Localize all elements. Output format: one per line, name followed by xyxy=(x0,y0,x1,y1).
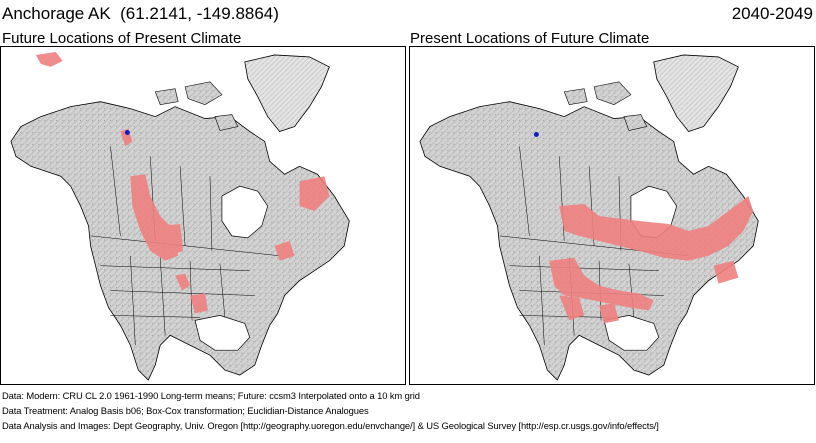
greenland xyxy=(244,54,330,132)
gulf-of-mexico xyxy=(194,315,251,351)
hudson-bay xyxy=(221,185,269,239)
north-america-landmass xyxy=(419,101,759,381)
greenland xyxy=(653,54,739,132)
arctic-islands xyxy=(563,81,648,131)
map-future-locations xyxy=(0,46,406,385)
map-svg-left xyxy=(10,51,350,381)
anchorage-marker xyxy=(124,130,130,135)
panel-title-future-locations: Future Locations of Present Climate xyxy=(2,30,242,47)
footer-treatment-line: Data Treatment: Analog Basis b06; Box-Co… xyxy=(2,405,369,416)
time-period: 2040-2049 xyxy=(731,4,813,23)
footer-credits-line: Data Analysis and Images: Dept Geography… xyxy=(2,420,659,431)
map-svg-right xyxy=(419,54,759,381)
analogue-areas xyxy=(35,51,330,314)
location-title: Anchorage AK (61.2141, -149.8864) xyxy=(2,4,279,23)
political-boundaries xyxy=(90,146,280,346)
panel-title-present-locations: Present Locations of Future Climate xyxy=(410,30,650,47)
anchorage-marker xyxy=(533,131,539,137)
analogue-areas xyxy=(549,196,754,324)
footer-data-line: Data: Modern: CRU CL 2.0 1961-1990 Long-… xyxy=(2,390,420,401)
gulf-of-mexico xyxy=(603,315,660,351)
arctic-islands xyxy=(154,81,239,131)
map-present-locations xyxy=(409,46,815,385)
